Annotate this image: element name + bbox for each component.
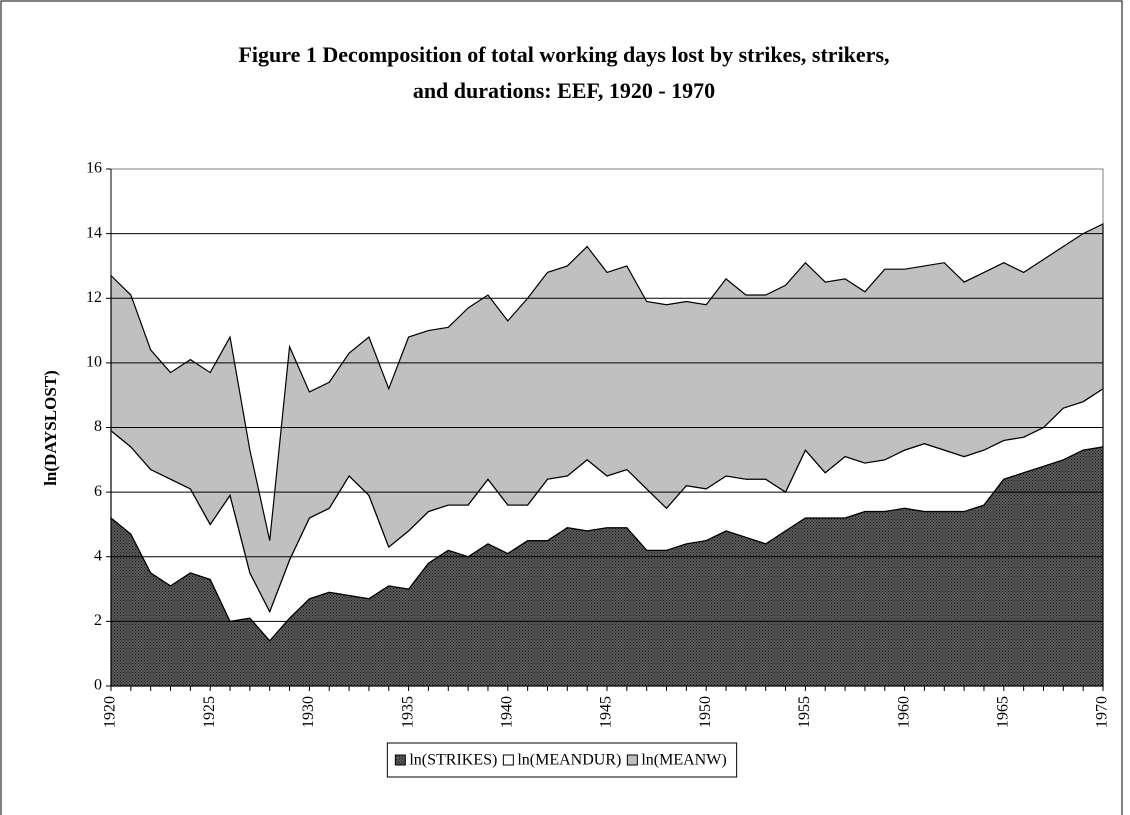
y-tick-label: 8: [94, 418, 102, 435]
legend-label: ln(STRIKES): [409, 752, 497, 769]
y-tick-label: 2: [94, 612, 102, 629]
legend-swatch: [394, 754, 406, 766]
x-tick-label: 1955: [796, 696, 813, 728]
y-tick-label: 16: [86, 160, 102, 177]
x-tick-label: 1965: [994, 696, 1011, 728]
y-tick-label: 6: [94, 483, 102, 500]
x-tick-label: 1940: [498, 696, 515, 728]
legend-frame: [386, 742, 738, 778]
y-axis-label: ln(DAYSLOST): [41, 370, 60, 486]
legend-label: ln(MEANDUR): [517, 752, 621, 769]
y-tick-label: 14: [86, 224, 102, 241]
x-tick-label: 1930: [300, 696, 317, 728]
x-tick-label: 1935: [399, 696, 416, 728]
y-tick-label: 12: [86, 289, 102, 306]
x-tick-label: 1970: [1094, 696, 1111, 728]
legend-swatch: [626, 754, 638, 766]
x-tick-label: 1960: [895, 696, 912, 728]
y-tick-label: 0: [94, 677, 102, 694]
x-tick-label: 1925: [201, 696, 218, 728]
y-tick-label: 10: [86, 354, 102, 371]
chart-title: and durations: EEF, 1920 - 1970: [413, 78, 715, 103]
x-tick-label: 1920: [102, 696, 119, 728]
x-tick-label: 1950: [697, 696, 714, 728]
legend-swatch: [502, 754, 514, 766]
y-tick-label: 4: [94, 547, 102, 564]
area: [110, 222, 1104, 614]
legend-label: ln(MEANW): [641, 752, 726, 769]
x-tick-label: 1945: [598, 696, 615, 728]
legend: ln(STRIKES) ln(MEANDUR) ln(MEANW): [386, 742, 738, 778]
chart-title: Figure 1 Decomposition of total working …: [238, 42, 889, 67]
